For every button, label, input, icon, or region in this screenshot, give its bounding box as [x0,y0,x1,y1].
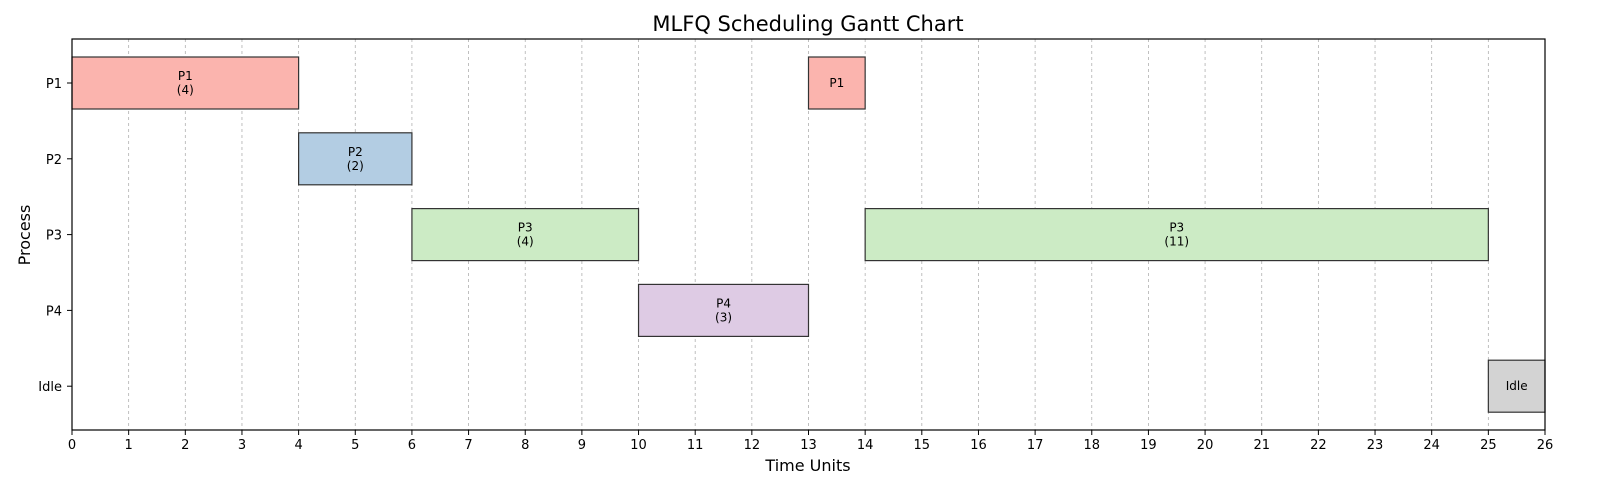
y-tick-label-p2: P2 [46,153,62,168]
bar-p1-13-14 [807,56,866,110]
x-tick-label-3: 3 [238,438,246,453]
bar-label-5: P3 [1169,221,1184,235]
bar-label-3: P4 [716,296,731,310]
bar-label-6: Idle [1506,379,1528,393]
y-tick-label-p1: P1 [46,77,62,92]
x-tick-label-14: 14 [857,438,874,453]
x-tick-label-23: 23 [1367,438,1384,453]
chart-title: MLFQ Scheduling Gantt Chart [652,12,963,36]
x-tick-label-10: 10 [630,438,647,453]
bar-label-1: P2 [348,145,363,159]
bar-p2-4-6 [298,132,413,186]
x-tick-label-5: 5 [351,438,359,453]
x-tick-label-13: 13 [800,438,817,453]
bar-p3-14-25 [864,208,1489,262]
plot-frame [71,38,1546,431]
bar-idle-25-26 [1487,359,1546,413]
x-tick-label-25: 25 [1480,438,1497,453]
bar-label-0: P1 [178,69,193,83]
x-tick-label-6: 6 [408,438,416,453]
y-tick-label-p4: P4 [46,304,62,319]
x-tick-label-20: 20 [1197,438,1214,453]
bar-label-2: P3 [518,221,533,235]
x-tick-label-24: 24 [1423,438,1440,453]
bar-sublabel-5: (11) [1164,235,1189,249]
x-tick-label-26: 26 [1537,438,1554,453]
x-tick-label-11: 11 [687,438,704,453]
y-axis-ticks: P1 P2 P3 P4 Idle [38,77,72,395]
y-tick-label-idle: Idle [38,380,62,395]
x-tick-label-1: 1 [125,438,133,453]
bar-p1-0-4 [71,56,300,110]
x-tick-label-2: 2 [181,438,189,453]
x-tick-label-0: 0 [68,438,76,453]
bar-sublabel-0: (4) [177,83,194,97]
x-tick-label-4: 4 [294,438,302,453]
bar-sublabel-2: (4) [517,235,534,249]
bar-p4-10-13 [637,283,810,337]
bar-sublabel-1: (2) [347,159,364,173]
x-tick-label-16: 16 [970,438,987,453]
x-tick-label-7: 7 [464,438,472,453]
x-axis-ticks: 0 1 2 3 4 5 6 7 8 9 10 11 12 13 14 15 16 17 18 19 20 21 22 23 24… [68,430,1553,453]
bar-p3-6-10 [411,208,640,262]
x-tick-label-22: 22 [1310,438,1327,453]
x-tick-label-9: 9 [578,438,586,453]
x-tick-label-8: 8 [521,438,529,453]
x-tick-label-15: 15 [914,438,931,453]
x-tick-label-21: 21 [1253,438,1270,453]
bar-label-4: P1 [829,76,844,90]
y-tick-label-p3: P3 [46,229,62,244]
x-tick-label-17: 17 [1027,438,1044,453]
x-tick-label-18: 18 [1083,438,1100,453]
y-axis-label: Process [15,205,34,266]
x-tick-label-12: 12 [744,438,761,453]
x-axis-label: Time Units [764,456,850,475]
bar-sublabel-3: (3) [715,310,732,324]
x-tick-label-19: 19 [1140,438,1157,453]
